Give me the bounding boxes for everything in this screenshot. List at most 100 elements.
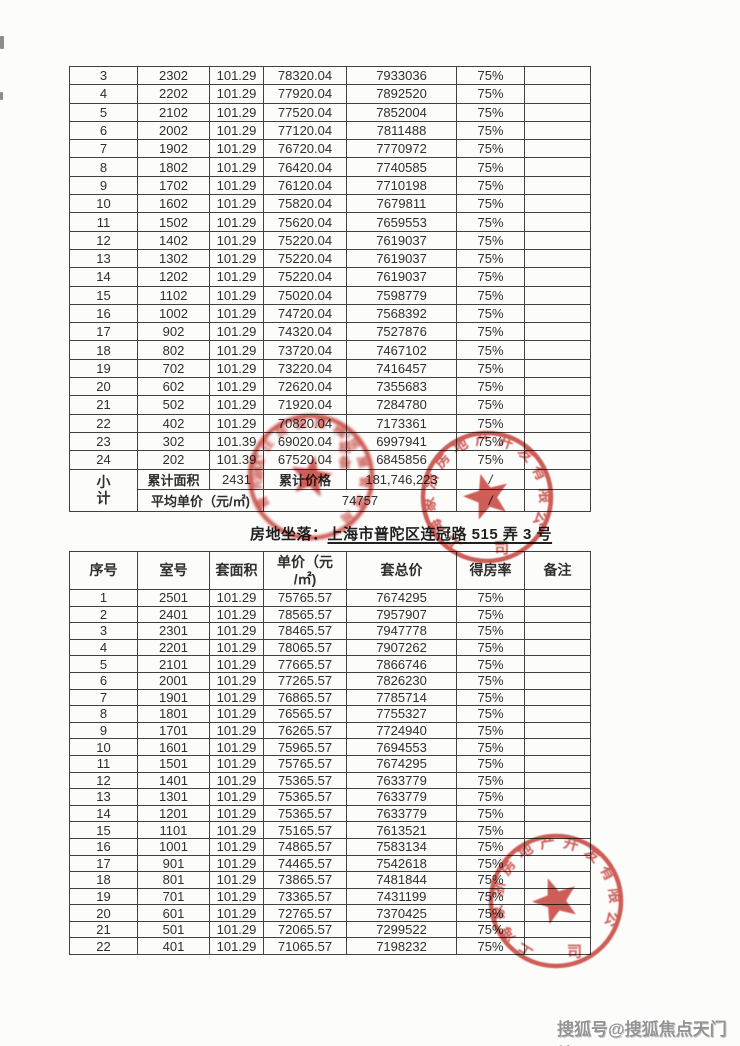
cell: 4 xyxy=(69,638,138,657)
cell: 75% xyxy=(456,212,525,232)
table-row: 19 702 101.29 73220.04 7416457 75% xyxy=(69,358,591,379)
price-table-2: 序号 室号 套面积 单价（元 /㎡) 套总价 得房率 备注 1 2501 101.2… xyxy=(69,551,591,956)
cell: 15 xyxy=(69,285,138,305)
cell: 101.29 xyxy=(209,638,264,657)
cell: 7947778 xyxy=(346,622,457,640)
svg-text:限: 限 xyxy=(605,887,623,904)
col-header-ratio: 得房率 xyxy=(456,551,525,590)
cell: 75% xyxy=(456,622,525,640)
cell: 75% xyxy=(456,322,525,342)
cell: 1502 xyxy=(137,212,210,232)
cell xyxy=(524,230,591,250)
cell: 75% xyxy=(456,248,525,269)
cell: 75% xyxy=(456,395,525,415)
cell: 7598779 xyxy=(346,285,457,305)
cell: 7866746 xyxy=(346,655,457,673)
cell xyxy=(524,771,591,790)
cell: 1 xyxy=(69,589,138,607)
cell: 101.29 xyxy=(209,139,264,159)
cell: 75820.04 xyxy=(263,194,347,214)
cell: 75% xyxy=(456,738,525,756)
cell: 75965.57 xyxy=(263,738,347,756)
cell: 76865.57 xyxy=(263,688,347,707)
slash-mark: / xyxy=(456,488,525,512)
cell xyxy=(524,937,591,956)
cell: 75365.57 xyxy=(263,788,347,806)
cell: 101.29 xyxy=(209,377,264,397)
cell xyxy=(524,904,591,922)
table-row: 5 2102 101.29 77520.04 7852004 75% xyxy=(69,102,591,122)
cell: 7633779 xyxy=(346,804,457,823)
cell: 7755327 xyxy=(346,705,457,723)
cell: 7467102 xyxy=(346,340,457,360)
cell: 101.29 xyxy=(209,622,264,640)
cell: 7568392 xyxy=(346,303,457,324)
cell: 7481844 xyxy=(346,871,457,889)
cell: 7770972 xyxy=(346,139,457,159)
cell: 802 xyxy=(137,340,210,360)
cell: 75% xyxy=(456,358,525,379)
cell: 101.29 xyxy=(209,212,264,232)
cell: 11 xyxy=(69,754,138,773)
table-row: 21 501 101.29 72065.57 7299522 75% xyxy=(69,920,591,939)
cell: 70820.04 xyxy=(263,413,347,433)
cell: 101.29 xyxy=(209,688,264,707)
cell: 20 xyxy=(69,904,138,922)
cell: 7957907 xyxy=(346,605,457,624)
cell: 101.29 xyxy=(209,589,264,607)
cell: 73220.04 xyxy=(263,358,347,379)
cell: 75% xyxy=(456,139,525,159)
cell: 101.29 xyxy=(209,248,264,269)
cell: 75% xyxy=(456,821,525,839)
table-row: 4 2201 101.29 78065.57 7907262 75% xyxy=(69,638,591,657)
cell: 75% xyxy=(456,920,525,939)
cell: 75% xyxy=(456,84,525,104)
cell: 3 xyxy=(69,65,138,86)
cell: 101.29 xyxy=(209,84,264,104)
cell: 16 xyxy=(69,837,138,856)
cell: 72065.57 xyxy=(263,920,347,939)
cell: 78565.57 xyxy=(263,605,347,624)
watermark: 搜狐号@搜狐焦点天门站 xyxy=(557,1020,727,1046)
cell: 7416457 xyxy=(346,358,457,379)
cell: 75% xyxy=(456,194,525,214)
cell xyxy=(524,887,591,906)
cell: 75220.04 xyxy=(263,230,347,250)
cell xyxy=(524,655,591,673)
cell xyxy=(524,120,591,141)
cell: 101.29 xyxy=(209,395,264,415)
cell: 5 xyxy=(69,655,138,673)
table-row: 11 1502 101.29 75620.04 7659553 75% xyxy=(69,212,591,232)
table-row: 14 1201 101.29 75365.57 7633779 75% xyxy=(69,804,591,823)
empty-cell xyxy=(524,468,591,490)
cell: 101.29 xyxy=(209,837,264,856)
cell: 2301 xyxy=(137,622,210,640)
cell: 7659553 xyxy=(346,212,457,232)
cell: 16 xyxy=(69,303,138,324)
cell: 69020.04 xyxy=(263,431,347,452)
cell: 7694553 xyxy=(346,738,457,756)
cell: 6997941 xyxy=(346,431,457,452)
cell: 14 xyxy=(69,267,138,287)
table-row: 18 801 101.29 73865.57 7481844 75% xyxy=(69,871,591,889)
cell xyxy=(524,920,591,939)
cell xyxy=(524,212,591,232)
table-row: 11 1501 101.29 75765.57 7674295 75% xyxy=(69,754,591,773)
cell: 75165.57 xyxy=(263,821,347,839)
cell: 24 xyxy=(69,450,138,470)
cell: 75% xyxy=(456,771,525,790)
cell xyxy=(524,267,591,287)
cell: 101.29 xyxy=(209,340,264,360)
cell: 7811488 xyxy=(346,120,457,141)
cell xyxy=(524,721,591,740)
cell: 22 xyxy=(69,937,138,956)
cell: 101.29 xyxy=(209,303,264,324)
cell: 76120.04 xyxy=(263,175,347,196)
cell: 101.29 xyxy=(209,721,264,740)
cell: 101.29 xyxy=(209,358,264,379)
cell: 77920.04 xyxy=(263,84,347,104)
cell: 101.29 xyxy=(209,102,264,122)
cell: 2401 xyxy=(137,605,210,624)
cell: 21 xyxy=(69,395,138,415)
cell: 1902 xyxy=(137,139,210,159)
